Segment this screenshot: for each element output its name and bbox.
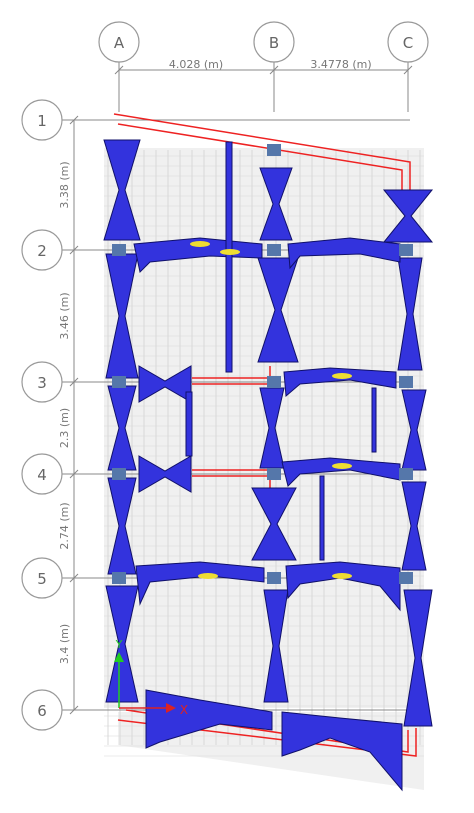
moment-strip-bc3 — [371, 387, 377, 453]
dimension-tick — [69, 469, 79, 479]
moment-bowtie-c5 — [403, 589, 433, 727]
grid-bubble-C[interactable]: C — [387, 21, 429, 63]
column-marker — [267, 468, 281, 480]
column-marker — [112, 572, 126, 584]
grid-label-B: B — [269, 34, 279, 52]
moment-bowtie-c2 — [397, 257, 423, 371]
dimension-tick — [403, 65, 413, 75]
column-marker — [399, 468, 413, 480]
column-marker — [267, 572, 281, 584]
grid-bubble-A[interactable]: A — [98, 21, 140, 63]
moment-diagram — [103, 139, 434, 792]
column-marker — [399, 244, 413, 256]
outline-top-inner — [117, 123, 403, 195]
dimension-label-56: 3.4 (m) — [58, 624, 71, 664]
moment-bowtie-a3 — [107, 385, 137, 471]
dimension-label-ab: 4.028 (m) — [169, 58, 223, 71]
peak-marker — [332, 463, 352, 469]
grid-label-1: 1 — [37, 112, 47, 130]
moment-band-row5-bc — [285, 561, 401, 612]
dimension-tick — [69, 573, 79, 583]
grid-label-6: 6 — [37, 702, 47, 720]
column-marker — [112, 376, 126, 388]
grid-bubble-3[interactable]: 3 — [21, 361, 63, 403]
dimension-tick — [69, 377, 79, 387]
grid-bubble-B[interactable]: B — [253, 21, 295, 63]
grid-label-2: 2 — [37, 242, 47, 260]
axis-x-label: X — [180, 703, 188, 717]
dimension-tick — [114, 65, 124, 75]
dimension-tick — [69, 705, 79, 715]
moment-bowtie-c1 — [382, 189, 434, 243]
grid-bubble-4[interactable]: 4 — [21, 453, 63, 495]
axis-triad: Y X — [114, 638, 188, 717]
column-marker — [267, 244, 281, 256]
dimension-label-23: 3.46 (m) — [58, 292, 71, 339]
column-marker — [112, 468, 126, 480]
moment-band-row5-ab — [135, 561, 265, 606]
column-markers — [112, 144, 413, 584]
grid-label-C: C — [403, 34, 413, 52]
column-marker — [267, 376, 281, 388]
grid-label-3: 3 — [37, 374, 47, 392]
dimension-tick — [69, 115, 79, 125]
grid-bubble-1[interactable]: 1 — [21, 99, 63, 141]
column-marker — [399, 572, 413, 584]
peak-marker — [220, 249, 240, 255]
dimension-label-bc: 3.4778 (m) — [310, 58, 371, 71]
moment-bowtie-c4 — [401, 481, 427, 571]
moment-bowtie-c3 — [401, 389, 427, 471]
outline-top — [113, 113, 411, 195]
dimension-label-12: 3.38 (m) — [58, 161, 71, 208]
outline-bottom-outer — [117, 719, 417, 757]
grid-bubble-2[interactable]: 2 — [21, 229, 63, 271]
axis-y-label: Y — [115, 638, 123, 651]
column-marker — [267, 144, 281, 156]
moment-band-row2-bc — [287, 237, 401, 270]
moment-bowtie-h4 — [138, 455, 192, 493]
moment-bowtie-b4 — [251, 487, 297, 561]
moment-strip-bc4 — [319, 475, 325, 561]
moment-band-row4-bc — [281, 457, 401, 487]
peak-marker — [332, 373, 352, 379]
moment-bowtie-a1 — [103, 139, 141, 241]
moment-strip-mid-ab — [225, 141, 233, 373]
grid-label-4: 4 — [37, 466, 47, 484]
moment-band-row6-ab — [145, 689, 273, 749]
dimension-tick — [69, 245, 79, 255]
grid-label-A: A — [114, 34, 125, 52]
moment-band-row3-bc — [283, 367, 397, 398]
dimension-label-34: 2.3 (m) — [58, 408, 71, 448]
moment-band-row6-bc — [281, 711, 403, 792]
moment-strip-notch — [185, 391, 193, 457]
peak-marker — [198, 573, 218, 579]
grid-bubble-6[interactable]: 6 — [21, 689, 63, 731]
column-marker — [399, 376, 413, 388]
peak-marker — [190, 241, 210, 247]
moment-bowtie-a4 — [107, 477, 137, 575]
column-marker — [112, 244, 126, 256]
grid-label-5: 5 — [37, 570, 47, 588]
moment-bowtie-b1 — [259, 167, 293, 241]
peak-marker — [332, 573, 352, 579]
dimension-label-45: 2.74 (m) — [58, 502, 71, 549]
dimension-tick — [269, 65, 279, 75]
grid-bubble-5[interactable]: 5 — [21, 557, 63, 599]
